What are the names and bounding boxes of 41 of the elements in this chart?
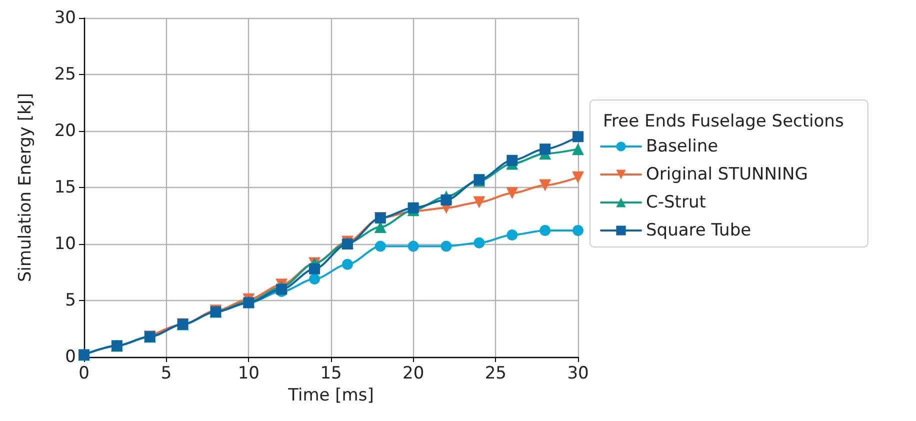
y-tick-label: 5 [65,290,76,310]
y-axis-title: Simulation Energy [kJ] [16,92,36,282]
x-tick-label: 15 [320,364,342,384]
point [440,240,452,252]
point [506,229,518,240]
point [440,194,452,206]
y-tick-label: 10 [54,234,76,254]
point [309,263,320,274]
y-tick-label: 0 [65,347,76,367]
point [506,187,518,200]
point [572,131,584,142]
legend-title: Free Ends Fuselage Sections [603,112,844,132]
point [408,202,419,214]
x-tick-label: 20 [402,364,424,384]
point [473,196,486,208]
point [539,179,552,192]
legend-label: Baseline [646,136,718,156]
x-tick-label: 30 [567,364,589,384]
point [540,224,551,236]
point [408,240,419,252]
legend-label: C-Strut [646,192,706,212]
x-tick-label: 0 [78,364,90,384]
point [572,224,584,236]
x-tick-label: 10 [238,364,260,384]
x-axis-title: Time [ms] [287,386,374,406]
point [309,274,320,285]
point [506,154,518,166]
y-tick-label: 15 [54,178,76,198]
point [374,240,386,252]
legend-label: Original STUNNING [646,164,808,184]
point [474,237,485,248]
x-tick-label: 25 [484,364,506,384]
point [540,144,551,155]
point [572,171,584,184]
point [572,143,584,156]
y-tick-label: 30 [54,8,76,28]
y-tick-label: 25 [54,64,76,84]
point [342,258,353,270]
legend-label: Square Tube [646,220,752,240]
x-tick-label: 5 [160,364,172,384]
y-tick-label: 20 [54,121,76,141]
